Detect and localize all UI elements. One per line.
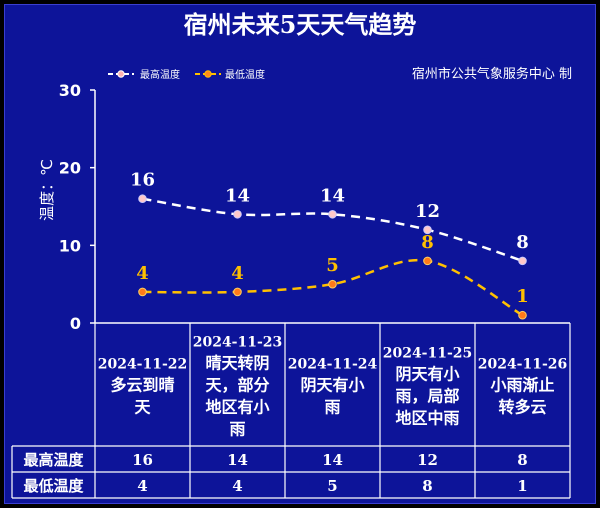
day-date: 2024-11-26 xyxy=(478,357,568,373)
data-point xyxy=(328,209,337,219)
chart-frame xyxy=(4,4,596,504)
data-point xyxy=(138,194,147,204)
y-axis-label: 温度：℃ xyxy=(38,159,56,221)
day-description: 天 xyxy=(134,398,151,417)
credit-text: 宿州市公共气象服务中心 制 xyxy=(412,66,572,82)
day-description: 阴天有小 xyxy=(300,376,364,395)
legend: 最高温度 最低温度 xyxy=(108,68,265,81)
day-description: 雨 xyxy=(324,398,340,417)
table-cell-low: 4 xyxy=(232,477,242,495)
data-label: 14 xyxy=(320,185,345,206)
data-point xyxy=(138,287,147,297)
table-cell-low: 4 xyxy=(137,477,147,495)
data-point xyxy=(518,310,527,320)
y-tick-label: 20 xyxy=(59,159,81,178)
row-label: 最低温度 xyxy=(23,477,84,495)
data-point xyxy=(423,225,432,235)
legend-marker xyxy=(204,70,212,78)
data-point xyxy=(518,256,527,266)
table-cell-high: 8 xyxy=(517,451,527,469)
data-point xyxy=(423,256,432,266)
day-date: 2024-11-23 xyxy=(193,335,283,351)
data-label: 8 xyxy=(516,232,529,253)
day-description: 转多云 xyxy=(498,398,546,417)
data-label: 1 xyxy=(516,286,529,307)
y-ticks: 0 10 20 30 xyxy=(59,81,95,333)
day-description: 地区中雨 xyxy=(395,409,459,428)
data-label: 8 xyxy=(421,232,434,253)
table-cell-high: 14 xyxy=(322,451,343,469)
table-cell-high: 14 xyxy=(227,451,248,469)
day-date: 2024-11-25 xyxy=(383,346,473,362)
row-label: 最高温度 xyxy=(23,451,84,469)
day-description: 小雨渐止 xyxy=(490,376,554,395)
table-cell-low: 5 xyxy=(327,477,337,495)
y-tick-label: 0 xyxy=(70,314,81,333)
day-description: 雨 xyxy=(229,420,245,439)
day-date: 2024-11-22 xyxy=(98,357,188,373)
table-cell-high: 16 xyxy=(132,451,153,469)
day-description: 阴天有小 xyxy=(395,365,459,384)
data-label: 14 xyxy=(225,185,250,206)
table-cell-high: 12 xyxy=(417,451,438,469)
data-table: 2024-11-22多云到晴天2024-11-23晴天转阴天，部分地区有小雨20… xyxy=(11,323,571,499)
data-point xyxy=(233,287,242,297)
legend-label: 最高温度 xyxy=(140,68,180,81)
data-label: 4 xyxy=(231,263,244,284)
day-description: 雨，局部 xyxy=(395,387,459,406)
series-line-low xyxy=(142,258,524,317)
legend-label: 最低温度 xyxy=(225,68,265,81)
day-date: 2024-11-24 xyxy=(288,357,378,373)
table-cell-low: 8 xyxy=(422,477,432,495)
data-label: 16 xyxy=(130,170,155,191)
series-line-high xyxy=(142,197,523,263)
chart-title: 宿州未来5天天气趋势 xyxy=(184,10,417,39)
day-description: 地区有小 xyxy=(205,398,269,417)
data-label: 12 xyxy=(415,201,440,222)
data-label: 5 xyxy=(326,255,339,276)
day-description: 晴天转阴 xyxy=(205,354,269,373)
data-point xyxy=(233,209,242,219)
day-description: 天，部分 xyxy=(205,376,269,395)
series-layer: 16 14 14 12 8 4 4 5 8 1 xyxy=(130,170,529,320)
y-tick-label: 10 xyxy=(59,236,81,255)
data-label: 4 xyxy=(136,263,149,284)
y-tick-label: 30 xyxy=(59,81,81,100)
legend-marker xyxy=(117,70,125,78)
table-cell-low: 1 xyxy=(517,477,527,495)
day-description: 多云到晴 xyxy=(110,376,174,395)
axes xyxy=(94,90,570,324)
data-point xyxy=(328,279,337,289)
